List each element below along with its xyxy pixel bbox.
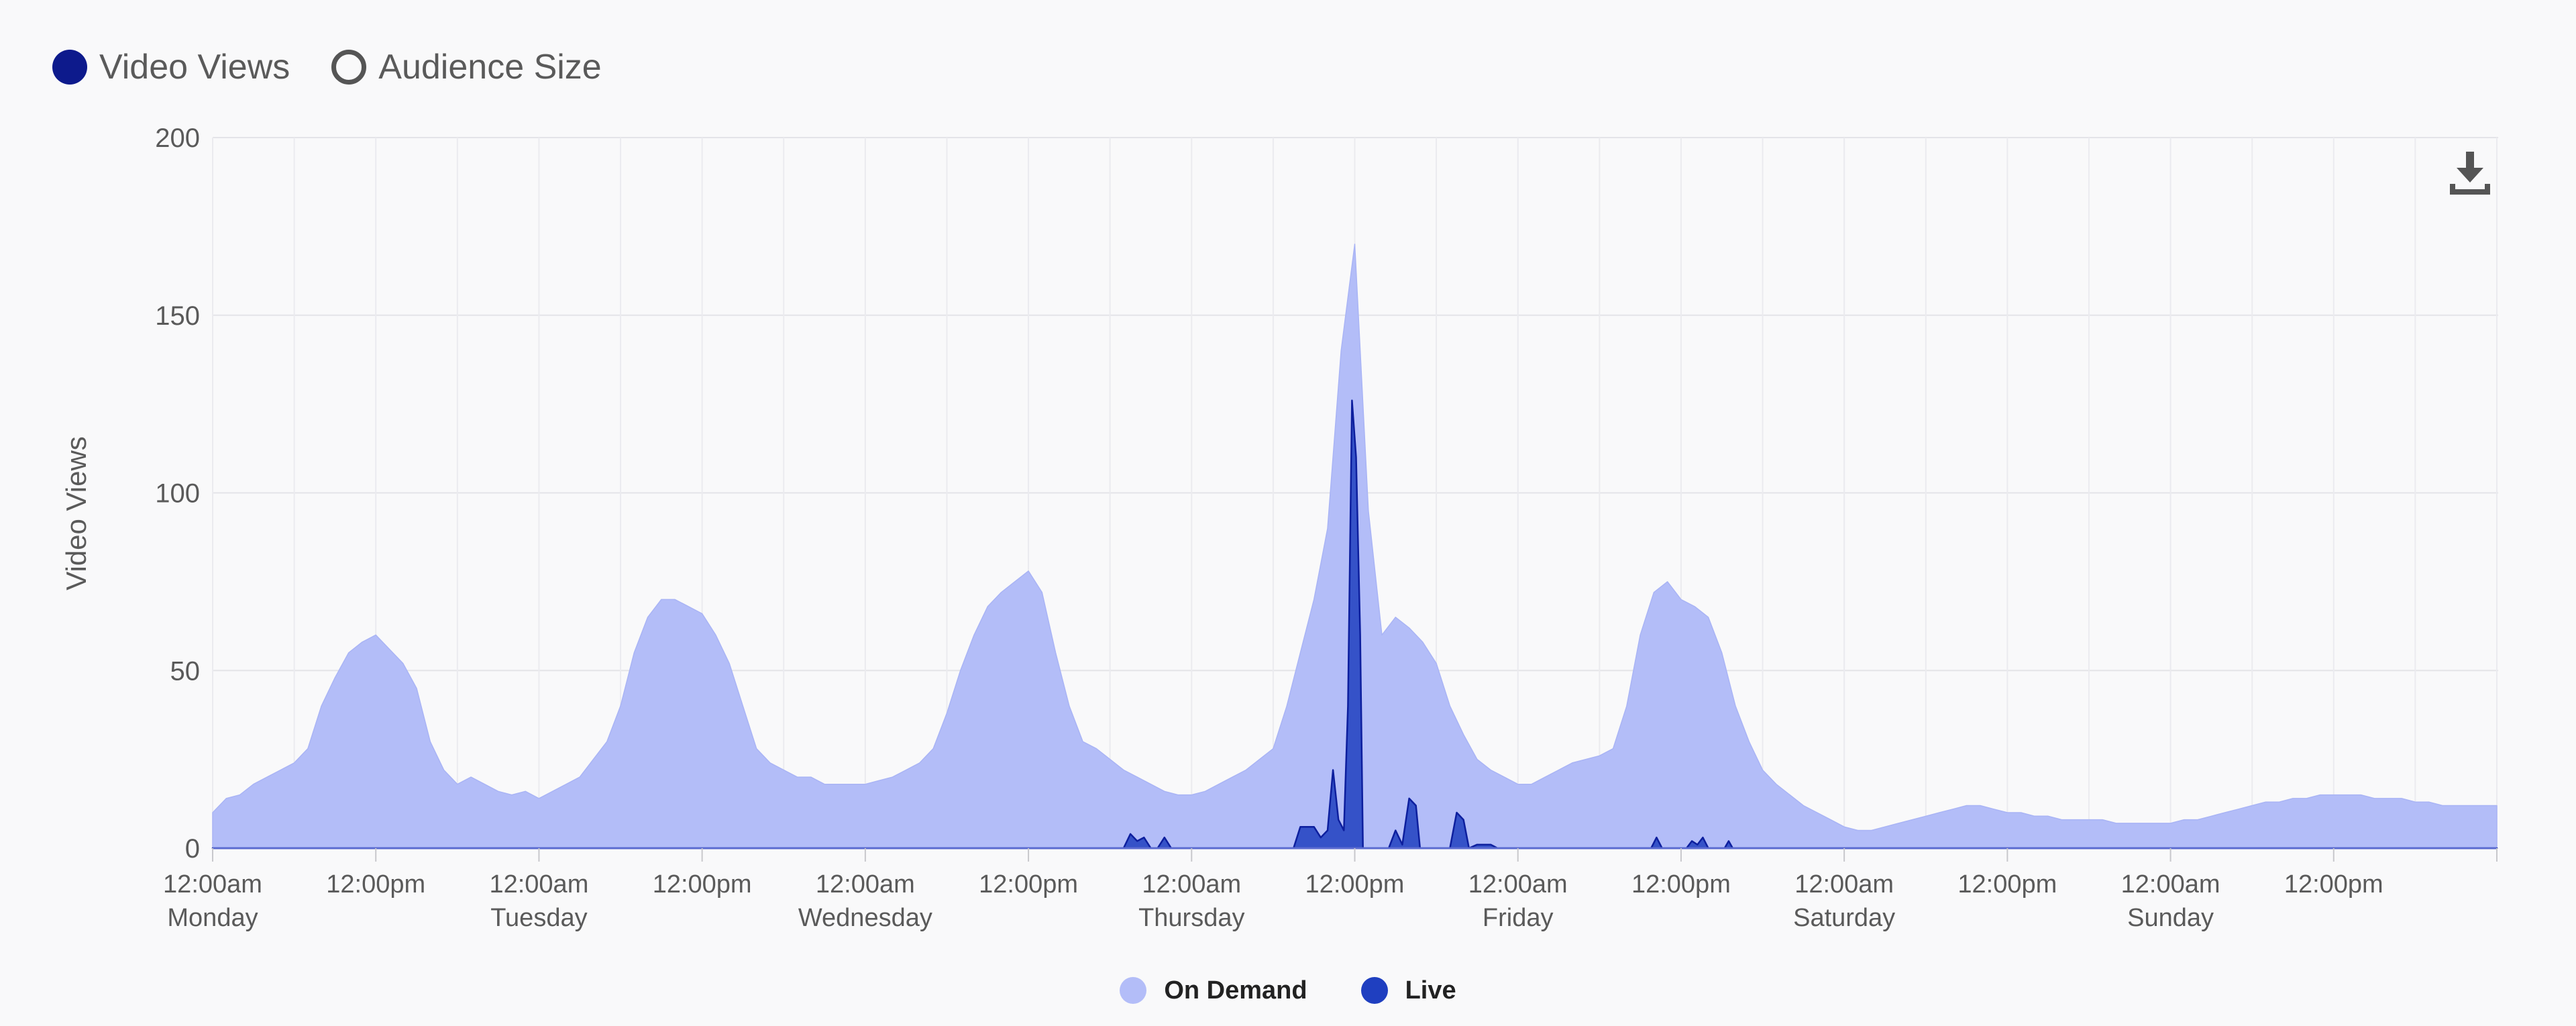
x-tick-day-label: Friday (1483, 904, 1554, 932)
y-tick-label: 50 (170, 656, 201, 686)
y-tick-label: 150 (155, 301, 200, 331)
legend-label-live: Live (1405, 976, 1456, 1005)
series-areas (211, 244, 2498, 850)
x-tick-label: 12:00am (489, 870, 588, 899)
legend-item-live[interactable]: Live (1360, 976, 1456, 1005)
series-area-live (211, 399, 2498, 850)
x-tick-label: 12:00pm (2284, 870, 2383, 899)
metric-label-video-views: Video Views (99, 48, 290, 87)
x-tick-label: 12:00am (816, 870, 915, 899)
x-tick-label: 12:00pm (979, 870, 1078, 899)
x-tick-label: 12:00pm (326, 870, 425, 899)
axes: 0 50 100 150 200 12:00am Monday 12:00pm 12:00am T… (155, 123, 2498, 932)
metric-label-audience-size: Audience Size (378, 48, 602, 87)
x-tick-day-label: Saturday (1793, 904, 1895, 932)
y-axis-title: Video Views (60, 436, 92, 591)
x-tick-label: 12:00pm (1957, 870, 2057, 899)
x-tick-label: 12:00am (1468, 870, 1568, 899)
x-tick-label: 12:00pm (1305, 870, 1405, 899)
legend-label-on-demand: On Demand (1164, 976, 1307, 1005)
x-tick-day-label: Sunday (2127, 904, 2214, 932)
x-tick-label: 12:00am (1142, 870, 1241, 899)
radio-unselected-icon (331, 50, 367, 85)
metric-toggle-audience-size[interactable]: Audience Size (331, 47, 602, 87)
x-tick-label: 12:00pm (653, 870, 752, 899)
x-tick-day-label: Wednesday (798, 904, 932, 932)
x-tick-day-label: Monday (167, 904, 258, 932)
x-tick-day-label: Thursday (1138, 904, 1244, 932)
legend-swatch-on-demand (1120, 977, 1147, 1004)
download-button[interactable] (2442, 149, 2498, 200)
legend: On Demand Live (0, 970, 2576, 1011)
radio-selected-icon (52, 50, 87, 85)
x-tick-label: 12:00am (1794, 870, 1894, 899)
legend-item-on-demand[interactable]: On Demand (1120, 976, 1307, 1005)
x-tick-day-label: Tuesday (490, 904, 587, 932)
x-tick-label: 12:00am (163, 870, 262, 899)
metric-toggle-bar: Video Views Audience Size (52, 42, 643, 93)
download-icon (2450, 152, 2490, 195)
legend-swatch-live (1360, 977, 1388, 1004)
metric-toggle-video-views[interactable]: Video Views (52, 47, 290, 87)
y-tick-label: 0 (185, 834, 200, 864)
x-tick-label: 12:00am (2121, 870, 2220, 899)
x-tick-label: 12:00pm (1631, 870, 1731, 899)
y-tick-label: 100 (155, 479, 200, 509)
y-tick-label: 200 (155, 123, 200, 153)
